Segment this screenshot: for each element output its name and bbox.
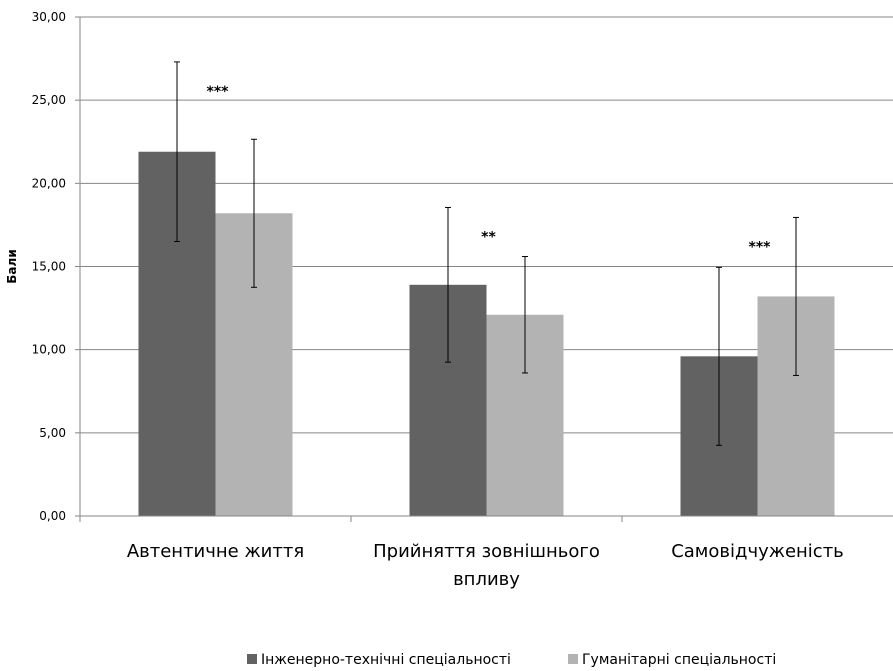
axes bbox=[75, 16, 893, 522]
bars bbox=[138, 151, 835, 517]
significance-label: *** bbox=[207, 84, 230, 100]
y-tick-label: 30,00 bbox=[32, 10, 66, 24]
y-tick-label: 10,00 bbox=[32, 343, 66, 357]
y-tick-label: 0,00 bbox=[39, 509, 66, 523]
x-category-label: Автентичне життя bbox=[127, 541, 304, 562]
y-tick-label: 15,00 bbox=[32, 260, 66, 274]
legend-swatch bbox=[568, 654, 578, 664]
legend-label: Інженерно-технічні спеціальності bbox=[261, 652, 511, 668]
significance-label: *** bbox=[749, 239, 772, 255]
x-category-label: Самовідчуженість bbox=[671, 541, 844, 562]
y-tick-label: 20,00 bbox=[32, 176, 66, 190]
y-axis-title: Бали bbox=[5, 249, 19, 283]
labels: 0,005,0010,0015,0020,0025,0030,00Бали***… bbox=[5, 10, 844, 590]
y-tick-label: 25,00 bbox=[32, 93, 66, 107]
y-tick-label: 5,00 bbox=[39, 426, 66, 440]
significance-label: ** bbox=[481, 229, 496, 245]
x-category-label: впливу bbox=[453, 569, 520, 590]
legend-label: Гуманітарні спеціальності bbox=[582, 652, 776, 668]
legend-swatch bbox=[247, 654, 257, 664]
x-category-label: Прийняття зовнішнього bbox=[373, 541, 600, 562]
error-bars bbox=[174, 61, 799, 446]
legend: Інженерно-технічні спеціальності Гуманіта… bbox=[247, 652, 776, 668]
